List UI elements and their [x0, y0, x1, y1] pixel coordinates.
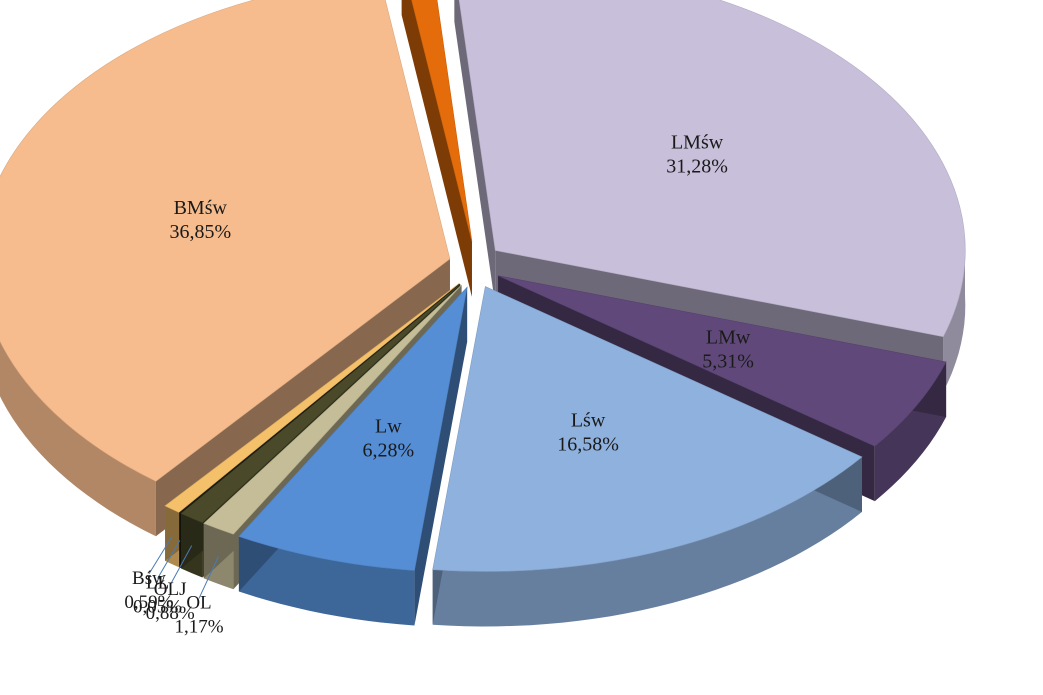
- value-label-LŁ: 0,05%: [133, 597, 182, 618]
- slice-LMśw: [458, 0, 966, 337]
- category-label-OLJ: OLJ: [154, 579, 187, 600]
- leader-line-Bśw: [148, 536, 173, 575]
- value-label-OL: 1,17%: [174, 616, 223, 637]
- leader-line-LŁ: [157, 540, 181, 579]
- slice-Bśw: [164, 283, 460, 513]
- category-label-Lw: Lw: [375, 416, 402, 438]
- slice-Lśw: [432, 286, 863, 572]
- slice-OLJ: [180, 283, 461, 523]
- leader-line-OLJ: [169, 545, 193, 586]
- value-label-Lśw: 16,58%: [557, 433, 619, 455]
- slice-wall-Lw: [238, 536, 415, 626]
- slice-face-BMw-0: [401, 0, 472, 297]
- slice-face-LMśw-0: [454, 0, 496, 306]
- category-label-LMśw: LMśw: [671, 131, 724, 153]
- slice-face-Lw-0: [414, 287, 468, 626]
- slice-BMw: [411, 0, 473, 242]
- value-label-LMśw: 31,28%: [666, 155, 728, 177]
- value-label-BMśw: 36,85%: [169, 221, 231, 243]
- category-label-BMśw: BMśw: [174, 197, 228, 219]
- category-label-LŁ: LŁ: [146, 573, 169, 594]
- category-label-Bśw: Bśw: [132, 568, 166, 589]
- slice-tops: [0, 0, 966, 572]
- slice-OL: [203, 284, 462, 535]
- slice-wall-BMśw: [0, 341, 156, 537]
- slice-LŁ: [178, 283, 460, 514]
- value-label-Bśw: 0,59%: [124, 592, 173, 613]
- category-label-OL: OL: [186, 592, 211, 613]
- category-label-Lśw: Lśw: [571, 409, 606, 431]
- value-label-Lw: 6,28%: [362, 440, 414, 462]
- category-label-LMw: LMw: [706, 326, 751, 348]
- slice-BMśw: [0, 0, 451, 482]
- value-label-LMw: 5,31%: [702, 350, 754, 372]
- value-label-OLJ: 0,88%: [146, 603, 195, 624]
- slice-wall-LMśw: [943, 239, 966, 392]
- leader-line-OL: [198, 556, 219, 599]
- slice-Lw: [238, 286, 468, 571]
- slice-LMw: [498, 275, 947, 447]
- slice-wall-Lśw: [432, 456, 862, 627]
